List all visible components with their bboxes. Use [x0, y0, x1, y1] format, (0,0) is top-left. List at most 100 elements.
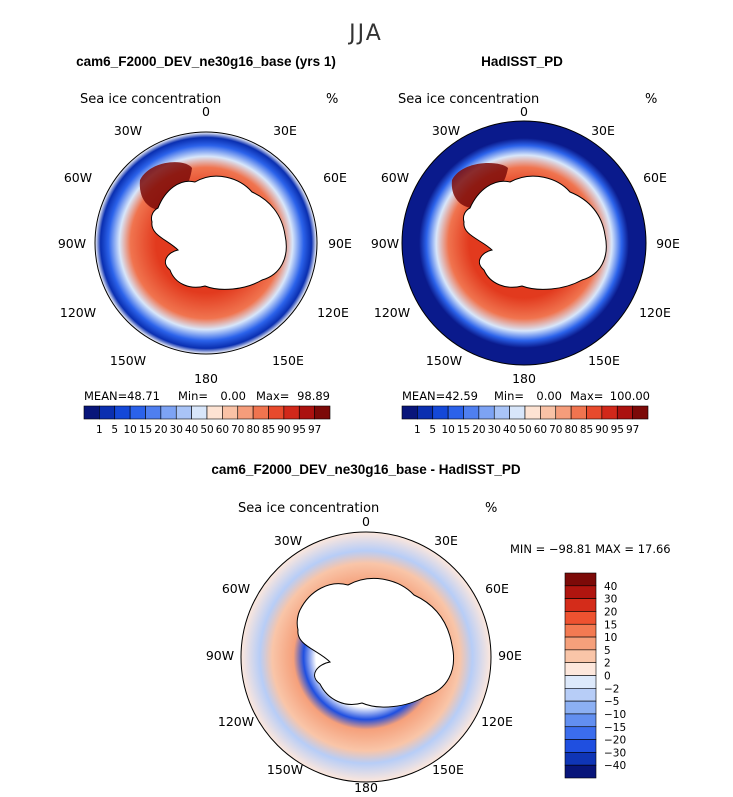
- colorbar-tick-label: 40: [503, 424, 516, 436]
- lon-label: 90W: [206, 648, 234, 663]
- mean-value: 48.71: [127, 389, 160, 403]
- diff-title: cam6_F2000_DEV_ne30g16_base - HadISST_PD: [211, 462, 520, 477]
- lon-label: 150E: [588, 353, 620, 368]
- mean-label: MEAN=: [402, 389, 445, 403]
- colorbar-tick-label: 95: [293, 424, 306, 436]
- lon-label: 60E: [485, 581, 509, 596]
- colorbar-tick-label: 97: [626, 424, 639, 436]
- colorbar-swatch: [145, 405, 162, 420]
- lon-label: 150W: [426, 353, 462, 368]
- panel-title: HadISST_PD: [481, 54, 563, 69]
- colorbar-tick-label: 20: [154, 424, 167, 436]
- lon-label: 30E: [434, 533, 458, 548]
- mean-label: MEAN=: [84, 389, 127, 403]
- min-label: Min=: [494, 389, 524, 403]
- lon-label: 120E: [639, 305, 671, 320]
- max-label: Max=: [256, 389, 289, 403]
- variable-label: Sea ice concentration: [238, 501, 379, 516]
- colorbar-swatch: [463, 405, 480, 420]
- panel-title: cam6_F2000_DEV_ne30g16_base (yrs 1): [76, 54, 336, 69]
- colorbar-swatch: [564, 585, 597, 599]
- colorbar-tick-label: 15: [604, 619, 617, 631]
- colorbar-tick-label: −20: [604, 735, 626, 747]
- max-value: 98.89: [297, 389, 330, 403]
- colorbar-tick-label: 20: [472, 424, 485, 436]
- colorbar-tick-label: −10: [604, 709, 626, 721]
- variable-label: Sea ice concentration: [80, 92, 221, 107]
- colorbar-tick-label: −30: [604, 747, 626, 759]
- colorbar-tick-label: −2: [604, 683, 619, 695]
- colorbar-swatch: [283, 405, 300, 420]
- colorbar-swatch: [564, 713, 597, 728]
- panel-model: cam6_F2000_DEV_ne30g16_base (yrs 1) Sea …: [58, 54, 352, 436]
- colorbar-tick-label: 95: [611, 424, 624, 436]
- colorbar-swatch: [564, 752, 597, 766]
- colorbar-tick-label: 20: [604, 606, 617, 618]
- colorbar-tick-label: 15: [457, 424, 470, 436]
- colorbar-swatch: [540, 405, 557, 420]
- lon-label: 180: [512, 371, 536, 386]
- dark-ice-region: [451, 163, 508, 209]
- colorbar-tick-label: 70: [231, 424, 244, 436]
- colorbar-tick-label: 0: [604, 671, 611, 683]
- colorbar-swatch: [564, 572, 597, 587]
- colorbar-tick-label: 85: [580, 424, 593, 436]
- colorbar-swatch: [564, 598, 597, 612]
- lon-label: 60E: [643, 170, 667, 185]
- lon-label: 60W: [64, 170, 92, 185]
- colorbar-swatch: [447, 405, 464, 420]
- colorbar-tick-label: 60: [216, 424, 229, 436]
- colorbar-tick-label: 50: [200, 424, 213, 436]
- lon-label: 120W: [374, 305, 410, 320]
- lon-label: 0: [520, 104, 528, 119]
- antarctica-continent: [296, 577, 454, 708]
- lon-label: 90W: [371, 236, 399, 251]
- colorbar-swatch: [268, 405, 285, 420]
- colorbar-swatch: [509, 405, 526, 420]
- lon-label: 120W: [218, 714, 254, 729]
- lon-label: 30E: [591, 123, 615, 138]
- colorbar-swatch: [478, 405, 495, 420]
- colorbar-swatch: [493, 405, 510, 420]
- colorbar-tick-label: 1: [96, 424, 103, 436]
- colorbar-tick-label: 30: [604, 594, 617, 606]
- diff-stats: MIN = −98.81 MAX = 17.66: [510, 542, 671, 556]
- lon-label: 0: [202, 104, 210, 119]
- lon-labels: 0 30E 60E 90E 120E 150E 180 150W 120W 90…: [58, 104, 352, 386]
- dark-ice-region: [139, 162, 192, 211]
- colorbar-swatch: [564, 636, 597, 651]
- colorbar-swatch: [83, 405, 100, 420]
- colorbar-swatch: [401, 405, 418, 420]
- colorbar-swatch: [564, 764, 597, 779]
- lon-label: 90E: [328, 236, 352, 251]
- colorbar-tick-label: −40: [604, 760, 626, 772]
- colorbar-tick-label: 5: [111, 424, 118, 436]
- colorbar-swatch: [314, 405, 331, 420]
- colorbar-tick-label: 10: [604, 632, 617, 644]
- colorbar-swatch: [175, 405, 192, 420]
- lon-label: 180: [354, 780, 378, 795]
- colorbar-swatch: [564, 649, 597, 663]
- lon-label: 30W: [432, 123, 460, 138]
- lon-label: 90E: [498, 648, 522, 663]
- colorbar-tick-label: 70: [549, 424, 562, 436]
- colorbar-tick-label: 30: [488, 424, 501, 436]
- lon-label: 90E: [656, 236, 680, 251]
- colorbar-swatch: [129, 405, 146, 420]
- units-label: %: [645, 92, 657, 107]
- colorbar-swatch: [160, 405, 177, 420]
- colorbar-swatch: [616, 405, 633, 420]
- units-label: %: [326, 92, 338, 107]
- panel-difference: cam6_F2000_DEV_ne30g16_base - HadISST_PD…: [206, 462, 671, 795]
- max-label: Max=: [570, 389, 603, 403]
- colorbar-swatch: [237, 405, 254, 420]
- colorbar-swatch: [564, 611, 597, 625]
- lon-labels: 0 30E 60E 90E 120E 150E 180 150W 120W 90…: [371, 104, 680, 386]
- colorbar-tick-label: −15: [604, 722, 626, 734]
- antarctica-continent: [151, 175, 287, 290]
- colorbar-swatch: [564, 675, 597, 689]
- colorbar-swatch: [114, 405, 131, 420]
- colorbar-tick-label: 40: [185, 424, 198, 436]
- antarctica-continent: [463, 175, 607, 290]
- colorbar-tick-label: 1: [414, 424, 421, 436]
